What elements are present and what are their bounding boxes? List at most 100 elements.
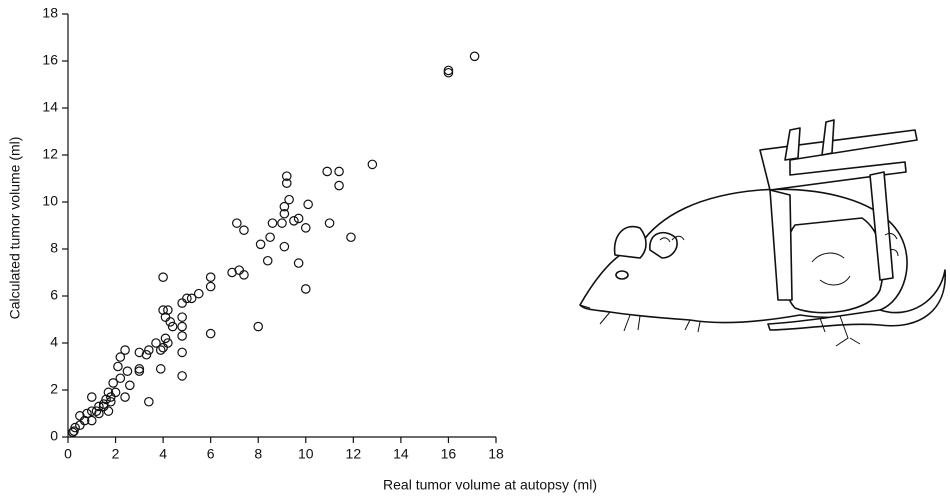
data-point — [234, 265, 244, 275]
data-point — [227, 267, 237, 278]
data-point — [281, 178, 292, 188]
x-tick-label: 10 — [298, 446, 314, 462]
data-point — [75, 411, 85, 421]
data-point — [160, 333, 171, 344]
data-point — [151, 338, 161, 348]
data-point — [134, 347, 145, 358]
data-point — [293, 213, 304, 224]
y-axis-title: Calculated tumor volume (ml) — [7, 137, 23, 320]
x-tick-label: 2 — [112, 446, 120, 462]
data-point — [103, 406, 114, 416]
data-point — [205, 281, 216, 292]
mouse-caliper-illustration — [579, 119, 946, 347]
data-point — [134, 364, 145, 374]
data-point — [120, 392, 130, 402]
y-tick-label: 16 — [42, 52, 58, 68]
data-point — [155, 364, 166, 374]
data-point — [281, 171, 292, 181]
y-tick-label: 4 — [50, 334, 58, 350]
data-point — [106, 392, 116, 402]
data-point — [108, 378, 118, 388]
data-point — [98, 399, 109, 409]
y-tick-label: 10 — [42, 193, 58, 209]
data-point — [367, 159, 378, 170]
y-tick-label: 8 — [50, 240, 58, 256]
data-point — [262, 255, 273, 266]
data-point — [300, 223, 311, 233]
data-point — [177, 321, 187, 332]
data-point — [334, 180, 344, 191]
data-point — [125, 380, 135, 391]
data-point — [469, 51, 480, 62]
x-tick-label: 0 — [64, 446, 72, 462]
data-point — [94, 401, 104, 412]
data-point — [75, 420, 85, 431]
data-point — [155, 345, 166, 355]
data-point — [113, 361, 123, 372]
data-point — [186, 293, 197, 304]
data-point — [265, 232, 275, 243]
data-point — [193, 288, 204, 299]
data-point — [115, 373, 126, 384]
data-point — [106, 396, 116, 407]
data-point — [177, 347, 187, 358]
data-point — [293, 258, 304, 268]
data-point — [324, 218, 335, 228]
data-point — [443, 67, 454, 78]
data-point — [115, 352, 126, 362]
x-tick-label: 4 — [159, 446, 167, 462]
data-point — [86, 415, 97, 426]
data-point — [289, 216, 299, 226]
data-point — [144, 396, 154, 407]
data-point — [300, 284, 311, 294]
x-tick-label: 8 — [254, 446, 262, 462]
y-tick-label: 18 — [42, 5, 58, 21]
data-point — [334, 166, 344, 177]
data-point — [239, 270, 249, 280]
plot-area: 0 2 4 6 8 10 12 14 16 18 0 2 4 6 8 10 12 14 16 18 — [42, 5, 504, 462]
data-point — [239, 225, 249, 235]
data-point — [82, 408, 92, 419]
data-point — [303, 199, 313, 210]
data-point — [158, 342, 168, 353]
y-tick-label: 2 — [50, 381, 58, 397]
data-point — [86, 392, 97, 402]
data-point — [67, 427, 78, 438]
x-tick-label: 6 — [207, 446, 215, 462]
data-point — [177, 331, 187, 341]
data-point — [322, 166, 332, 177]
x-tick-label: 12 — [346, 446, 362, 462]
x-tick-label: 18 — [488, 446, 504, 462]
data-point — [122, 366, 133, 376]
data-point — [141, 349, 152, 360]
data-point — [94, 408, 104, 419]
data-point — [69, 426, 79, 436]
data-point — [163, 305, 173, 315]
data-point — [255, 239, 266, 250]
data-point — [284, 194, 294, 205]
data-point — [91, 406, 102, 416]
data-point — [120, 345, 130, 355]
data-point — [267, 218, 278, 228]
data-point — [98, 401, 109, 412]
y-tick-label: 14 — [42, 99, 58, 115]
data-point — [103, 387, 114, 398]
data-point — [86, 406, 97, 416]
x-axis-title: Real tumor volume at autopsy (ml) — [383, 477, 597, 493]
x-tick-label: 14 — [393, 446, 409, 462]
y-tick-label: 12 — [42, 146, 58, 162]
data-point — [158, 305, 168, 315]
y-tick-label: 6 — [50, 287, 58, 303]
data-point — [205, 272, 216, 282]
y-tick-label: 0 — [50, 428, 58, 444]
data-point — [158, 272, 168, 282]
data-point — [134, 366, 145, 376]
data-point — [279, 208, 290, 219]
data-point — [177, 298, 187, 308]
data-point — [232, 218, 242, 228]
data-point — [279, 241, 290, 252]
data-point — [144, 345, 154, 355]
data-point — [177, 312, 187, 322]
data-point — [253, 321, 264, 332]
